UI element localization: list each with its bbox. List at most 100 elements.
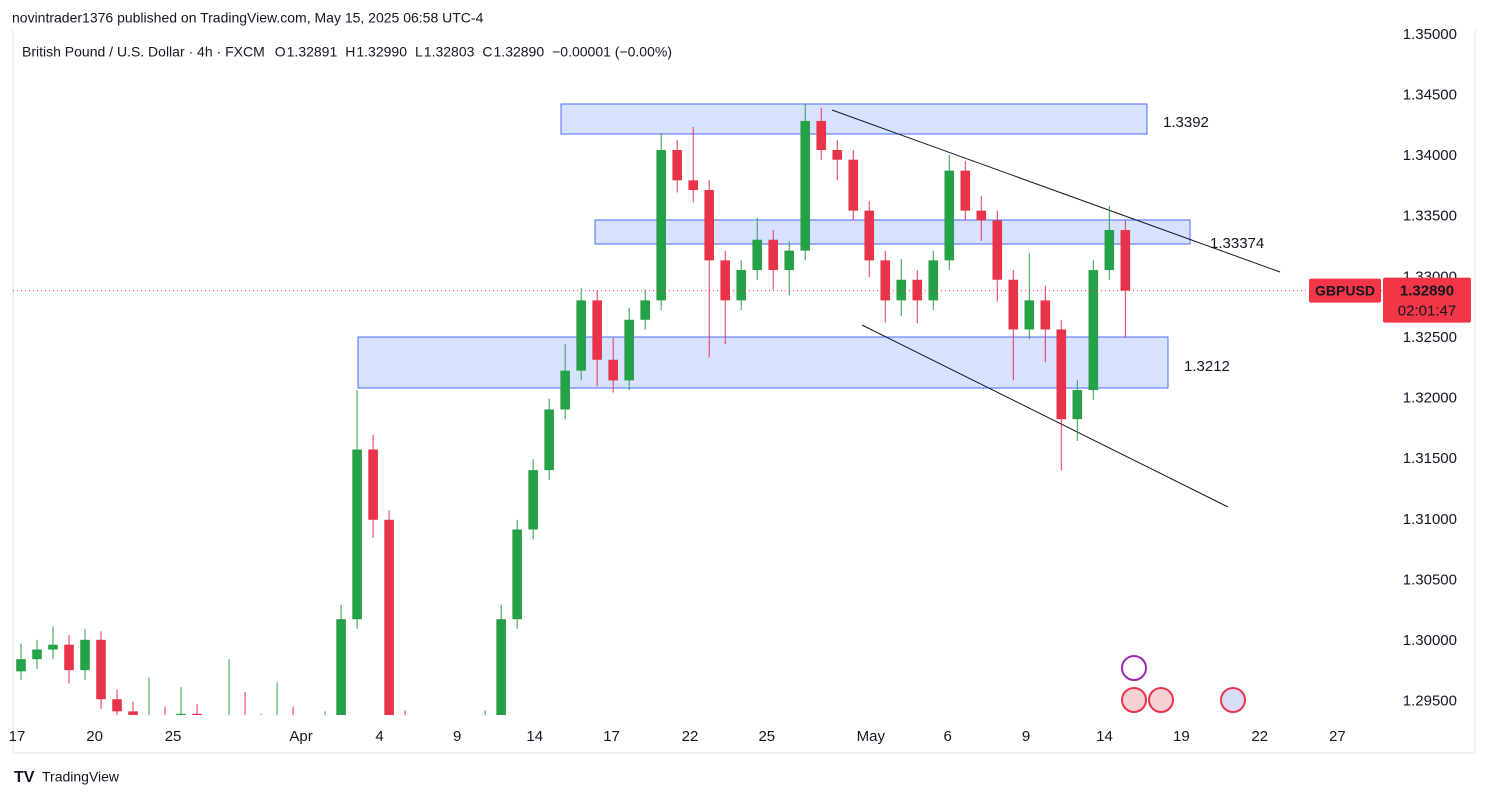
candle-body	[128, 711, 138, 715]
brand-name: TradingView	[42, 769, 120, 785]
candle-body	[672, 150, 682, 181]
candle-body	[992, 220, 1003, 280]
trend-line	[831, 109, 1281, 273]
mid-zone	[594, 219, 1191, 245]
ohlc-value: 1.32890	[494, 44, 545, 60]
candle-body	[544, 409, 554, 471]
ohlc-value: 1.32891	[287, 44, 338, 60]
x-tick-label: 9	[1022, 728, 1030, 745]
x-tick-label: 14	[1096, 728, 1113, 745]
candle-body	[592, 300, 602, 360]
candle-body	[656, 150, 666, 301]
symbol-legend: British Pound / U.S. Dollar · 4h · FXCM O…	[22, 44, 672, 60]
candle-body	[560, 370, 570, 410]
support-zone	[357, 336, 1169, 389]
candle-body	[912, 279, 923, 301]
ohlc-value: 1.32990	[356, 44, 407, 60]
candle-body	[16, 659, 26, 672]
candle-body	[752, 239, 763, 271]
change-value: −0.00001 (−0.00%)	[552, 44, 672, 60]
candle-body	[1008, 279, 1019, 330]
ohlc-key: H	[345, 44, 355, 60]
published-line: novintrader1376 published on TradingView…	[12, 10, 484, 26]
ohlc-value: 1.32803	[424, 44, 475, 60]
symbol-tag-label: GBPUSD	[1315, 282, 1375, 298]
candle-body	[864, 210, 875, 261]
trend-line	[861, 324, 1229, 508]
candle-body	[688, 180, 698, 191]
x-tick-label: May	[857, 728, 886, 745]
candle-body	[1088, 270, 1099, 391]
event-icon[interactable]	[1220, 687, 1246, 713]
ohlc-key: C	[482, 44, 492, 60]
candle-body	[1040, 300, 1051, 330]
x-tick-label: Apr	[289, 728, 312, 745]
candle-body	[336, 619, 346, 715]
x-tick-label: 20	[86, 728, 103, 745]
symbol-tag	[1309, 278, 1381, 303]
candle-body	[512, 529, 522, 620]
x-tick-label: 17	[603, 728, 620, 745]
candle-body	[896, 279, 907, 301]
y-tick-label: 1.32500	[1403, 329, 1457, 346]
zone-label: 1.33374	[1210, 235, 1264, 252]
x-tick-label: 25	[758, 728, 775, 745]
candle-body	[624, 319, 634, 381]
candle-body	[832, 150, 843, 160]
y-tick-label: 1.31500	[1403, 450, 1457, 467]
candle-body	[64, 644, 74, 671]
countdown-label: 02:01:47	[1398, 303, 1456, 320]
y-tick-label: 1.31000	[1403, 511, 1457, 528]
candle-body	[1120, 230, 1131, 291]
candle-body	[1024, 300, 1035, 330]
candle-body	[96, 639, 106, 700]
y-tick-label: 1.34500	[1403, 86, 1457, 103]
x-tick-label: 22	[682, 728, 699, 745]
candle-body	[80, 639, 90, 671]
candle-body	[736, 270, 747, 301]
candle-body	[368, 449, 378, 520]
candle-body	[944, 170, 955, 261]
y-tick-label: 1.33500	[1403, 208, 1457, 225]
x-tick-label: 9	[453, 728, 461, 745]
candle-body	[112, 699, 122, 712]
candle-body	[576, 300, 586, 371]
candle-body	[528, 470, 538, 530]
price-tag	[1383, 277, 1471, 323]
x-tick-label: 6	[944, 728, 952, 745]
event-icon[interactable]	[1148, 687, 1174, 713]
resistance-zone	[560, 103, 1148, 135]
y-tick-label: 1.29500	[1403, 693, 1457, 710]
candle-body	[976, 210, 987, 221]
zone-label: 1.3392	[1163, 114, 1209, 131]
candle-body	[352, 449, 362, 620]
x-tick-label: 19	[1173, 728, 1190, 745]
candle-body	[608, 359, 618, 381]
y-tick-label: 1.30000	[1403, 632, 1457, 649]
candle-body	[784, 250, 795, 271]
symbol-name: British Pound / U.S. Dollar · 4h · FXCM	[22, 44, 265, 60]
candle-body	[720, 260, 731, 301]
x-tick-label: 22	[1251, 728, 1268, 745]
event-icon[interactable]	[1121, 655, 1147, 681]
candle-body	[704, 190, 715, 261]
event-icon[interactable]	[1121, 687, 1147, 713]
candle-body	[640, 300, 650, 320]
ohlc-key: L	[415, 44, 423, 60]
candle-body	[496, 619, 506, 715]
y-tick-label: 1.35000	[1403, 26, 1457, 43]
x-tick-label: 25	[165, 728, 182, 745]
candle-body	[176, 713, 186, 715]
x-tick-label: 14	[526, 728, 543, 745]
candle-body	[1056, 329, 1067, 420]
candle-body	[1104, 230, 1115, 271]
candle-body	[768, 239, 779, 271]
x-tick-label: 27	[1329, 728, 1346, 745]
y-tick-label: 1.32000	[1403, 390, 1457, 407]
candle-body	[816, 120, 827, 151]
brand-logo: TV	[14, 769, 35, 786]
y-tick-label: 1.30500	[1403, 571, 1457, 588]
candle-body	[384, 519, 394, 715]
zone-label: 1.3212	[1184, 358, 1230, 375]
